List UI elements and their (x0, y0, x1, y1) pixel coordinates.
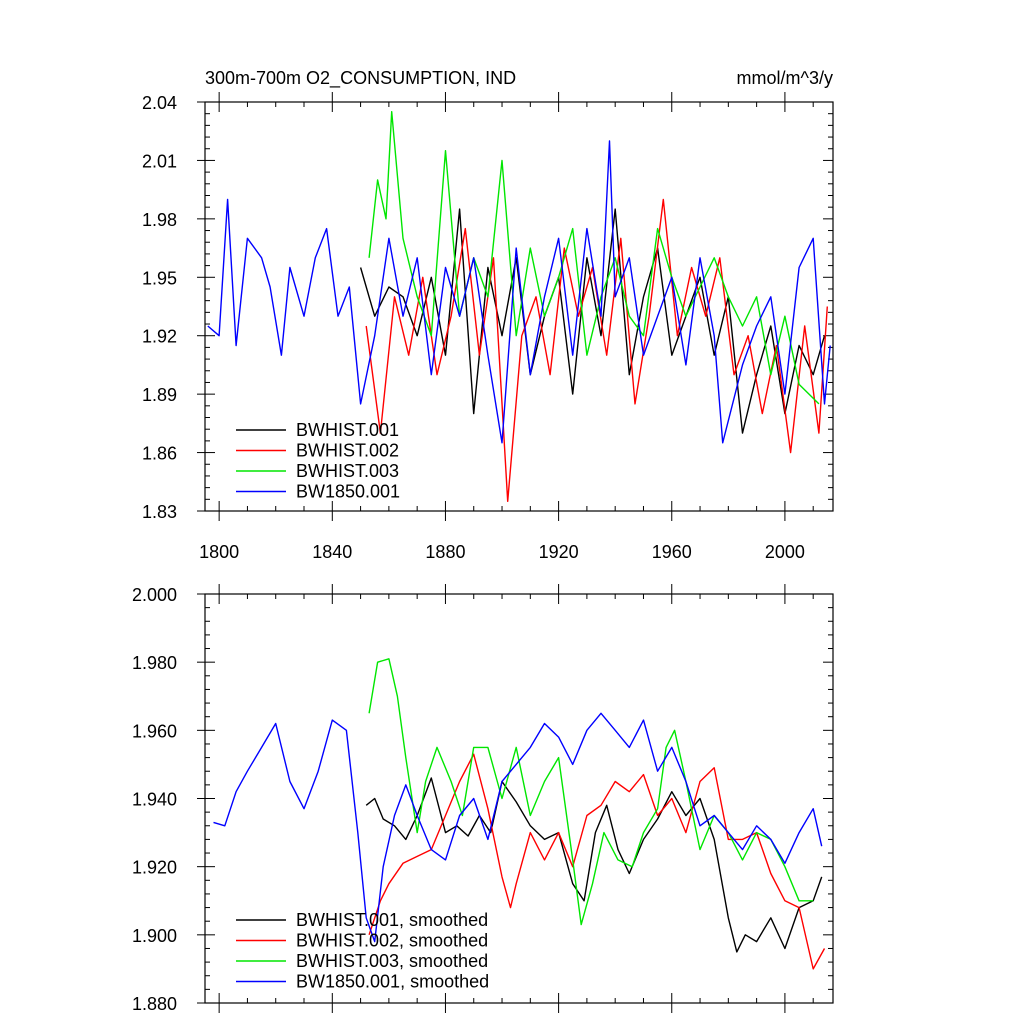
series-line-green (368, 110, 820, 405)
x-tick-label: 1880 (425, 542, 465, 562)
bottom-panel: 1.880 1.900 1.920 1.940 1.960 1.980 2.000 BWHI… (132, 584, 834, 1014)
y-tick-label: 1.940 (132, 790, 177, 810)
series-line-green (368, 658, 814, 926)
y-tick-label: 1.920 (132, 858, 177, 878)
x-tick-label: 1920 (539, 542, 579, 562)
series-line-black (359, 208, 826, 434)
x-tick-label: 1800 (199, 542, 239, 562)
top-panel: 300m-700m O2_CONSUMPTION, IND mmol/m^3/y… (142, 68, 834, 562)
series-lines (213, 658, 826, 970)
legend-label: BW1850.001 (296, 482, 400, 502)
chart-title: 300m-700m O2_CONSUMPTION, IND (205, 68, 516, 89)
series-line-blue (213, 712, 823, 943)
x-tick-label: 2000 (765, 542, 805, 562)
y-tick-label: 1.880 (132, 994, 177, 1014)
x-tick-label: 1960 (652, 542, 692, 562)
legend-label: BW1850.001, smoothed (296, 972, 489, 992)
x-tick-label: 1840 (312, 542, 352, 562)
y-tick-label: 2.01 (142, 151, 177, 171)
y-tick-label: 1.95 (142, 268, 177, 288)
legend-label: BWHIST.003 (296, 461, 399, 481)
y-tick-label: 2.000 (132, 585, 177, 605)
y-tick-label: 1.89 (142, 385, 177, 405)
y-tick-label: 1.900 (132, 926, 177, 946)
legend-label: BWHIST.001 (296, 420, 399, 440)
series-line-black (365, 777, 823, 953)
series-line-red (365, 198, 828, 502)
series-line-red (368, 753, 826, 970)
y-tick-label: 1.83 (142, 502, 177, 522)
axis-ticks: 1.880 1.900 1.920 1.940 1.960 1.980 2.000 (132, 584, 833, 1014)
y-tick-label: 1.86 (142, 444, 177, 464)
legend-label: BWHIST.002 (296, 441, 399, 461)
legend-label: BWHIST.002, smoothed (296, 931, 488, 951)
axis-ticks: 1.83 1.86 1.89 1.92 1.95 1.98 2.01 2.04 1800 1840… (142, 92, 833, 562)
y-tick-label: 1.98 (142, 210, 177, 230)
y-tick-label: 1.92 (142, 327, 177, 347)
legend-label: BWHIST.001, smoothed (296, 910, 488, 930)
plot-frame (204, 101, 834, 512)
units-label: mmol/m^3/y (737, 68, 833, 88)
y-tick-label: 2.04 (142, 93, 177, 113)
legend-label: BWHIST.003, smoothed (296, 951, 488, 971)
y-tick-label: 1.960 (132, 721, 177, 741)
series-line-blue (207, 140, 831, 444)
series-lines (207, 110, 831, 502)
plot-frame (204, 593, 834, 1004)
y-tick-label: 1.980 (132, 653, 177, 673)
